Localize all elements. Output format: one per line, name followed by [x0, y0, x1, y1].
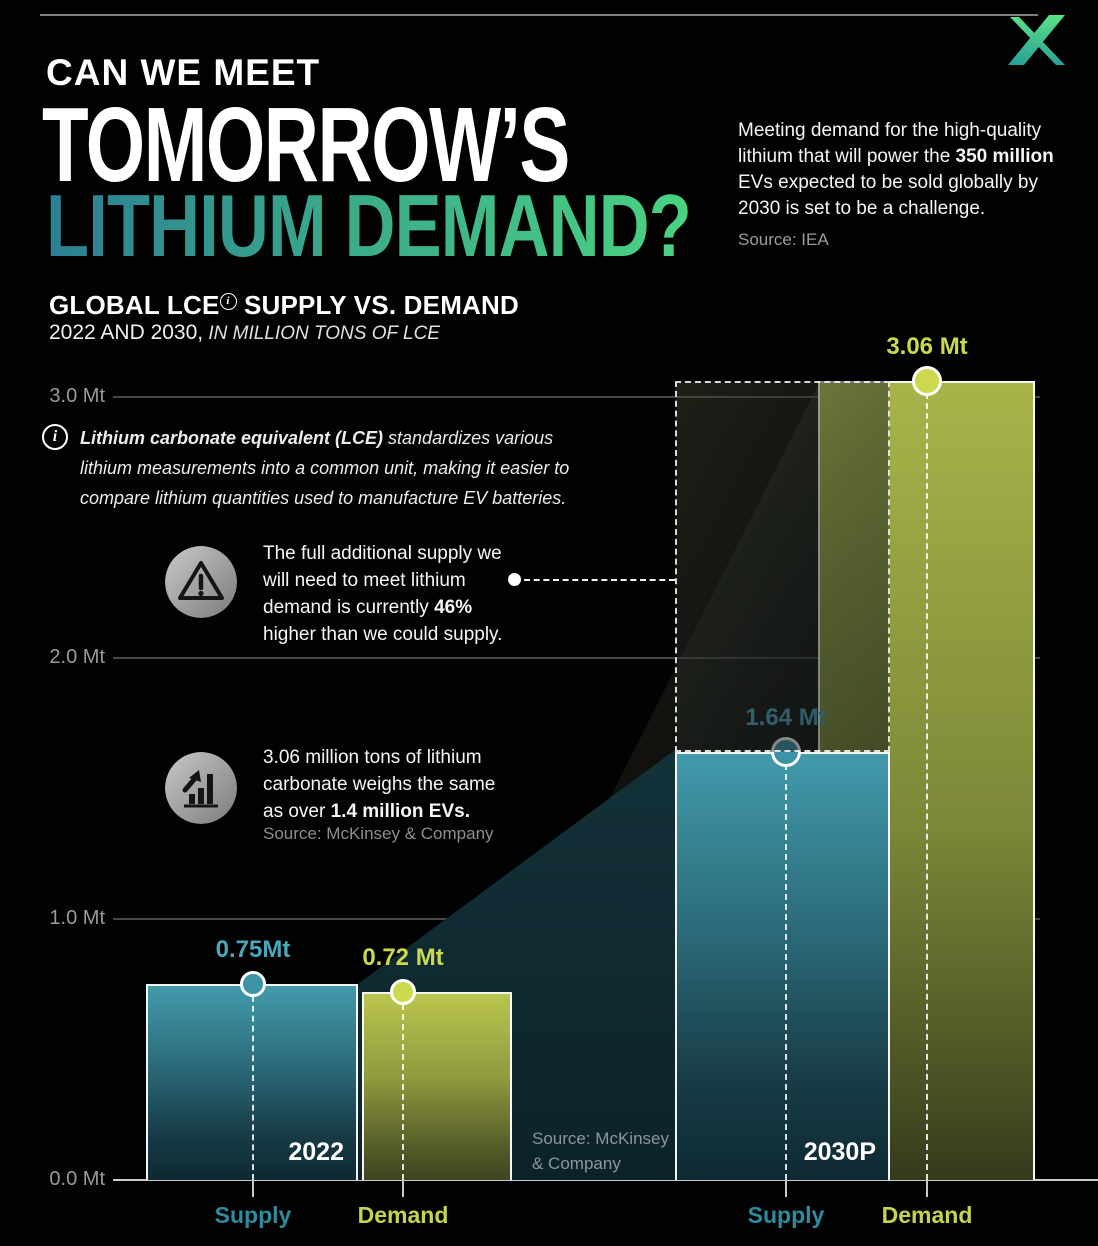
- x-axis-label-supply: Supply: [747, 1202, 825, 1228]
- x-axis-tick: [402, 1181, 404, 1197]
- info-superscript-icon: i: [219, 293, 237, 311]
- chart-title-main: GLOBAL LCE: [49, 290, 220, 320]
- supply-gap-text-after: higher than we could supply.: [263, 624, 503, 645]
- x-axis-label-supply: Supply: [214, 1202, 292, 1228]
- bar-top-dot-supply: [240, 971, 266, 998]
- chart-subtitle-unit: IN MILLION TONS OF LCE: [203, 323, 440, 344]
- gridline: [113, 657, 1040, 659]
- voronoi-x-logo: [1008, 15, 1065, 65]
- ev-weight-callout: 3.06 million tons of lithium carbonate w…: [263, 744, 508, 825]
- header-rule: [40, 14, 1038, 16]
- bar-value-label: 0.72 Mt: [362, 944, 444, 972]
- intro-paragraph: Meeting demand for the high-quality lith…: [738, 118, 1083, 222]
- info-icon: i: [42, 424, 68, 450]
- x-axis-tick: [926, 1181, 928, 1197]
- lce-definition-note: Lithium carbonate equivalent (LCE) stand…: [80, 423, 585, 513]
- y-axis-tick-label: 2.0 Mt: [49, 646, 105, 668]
- bar-2022-supply: [146, 984, 358, 1180]
- x-axis-label-demand: Demand: [357, 1202, 449, 1228]
- bar-top-dot-demand: [390, 979, 416, 1006]
- supply-gap-text-before: The full additional supply we will need …: [263, 543, 502, 618]
- bar-center-dashed-line: [402, 994, 404, 1180]
- y-axis-tick-label: 1.0 Mt: [49, 907, 105, 929]
- chart-subtitle-years: 2022 AND 2030,: [49, 321, 204, 344]
- lce-definition-term: Lithium carbonate equivalent (LCE): [80, 428, 384, 448]
- ev-weight-text: 3.06 million tons of lithium carbonate w…: [263, 747, 496, 822]
- x-axis-tick: [252, 1181, 254, 1197]
- gridline: [113, 396, 1040, 398]
- bar-year-label: 2022: [288, 1138, 344, 1166]
- bar-center-dashed-line: [926, 383, 928, 1180]
- bar-center-dashed-line: [252, 986, 254, 1180]
- lce-definition-text: standardizes various lithium measurement…: [80, 428, 570, 508]
- x-axis-label-demand: Demand: [881, 1202, 973, 1228]
- title-gradient: LITHIUM DEMAND?: [46, 176, 692, 275]
- intro-text-after: EVs expected to be sold globally by 2030…: [738, 172, 1038, 219]
- x-axis-line: [113, 1179, 1098, 1181]
- supply-gap-dashed-box: [675, 381, 890, 752]
- bar-2030p-supply: [675, 751, 890, 1180]
- callout-connector-dot: [508, 573, 521, 586]
- ev-weight-source: Source: McKinsey & Company: [263, 824, 494, 843]
- x-axis-tick: [785, 1181, 787, 1197]
- supply-gap-callout: The full additional supply we will need …: [263, 540, 508, 648]
- intro-source: Source: IEA: [738, 230, 829, 249]
- warning-icon: [165, 546, 237, 618]
- bar-value-label: 3.06 Mt: [886, 333, 968, 361]
- bar-center-dashed-line: [785, 753, 787, 1180]
- bar-value-label: 0.75Mt: [215, 936, 291, 964]
- chart-growth-icon: [165, 752, 237, 824]
- title-main: TOMORROW’S: [42, 86, 570, 204]
- y-axis-tick-label: 0.0 Mt: [49, 1168, 105, 1190]
- chart-title-rest: SUPPLY VS. DEMAND: [236, 290, 519, 320]
- y-axis-tick-label: 3.0 Mt: [49, 385, 105, 407]
- title-kicker: CAN WE MEET: [46, 52, 321, 93]
- callout-connector-line: [524, 579, 675, 581]
- ev-weight-highlight: 1.4 million EVs.: [330, 801, 470, 822]
- bar-top-dot-demand: [912, 366, 942, 397]
- intro-text-before: Meeting demand for the high-quality lith…: [738, 120, 1042, 167]
- intro-highlight: 350 million: [955, 146, 1054, 167]
- bar-2022-demand: [362, 992, 512, 1180]
- chart-subtitle: 2022 AND 2030, IN MILLION TONS OF LCE: [49, 321, 440, 345]
- supply-gap-percent: 46%: [434, 597, 473, 618]
- chart-inline-source: Source: McKinsey & Company: [532, 1129, 669, 1173]
- bar-year-label: 2030P: [803, 1138, 876, 1166]
- chart-title: GLOBAL LCE i SUPPLY VS. DEMAND: [49, 290, 519, 321]
